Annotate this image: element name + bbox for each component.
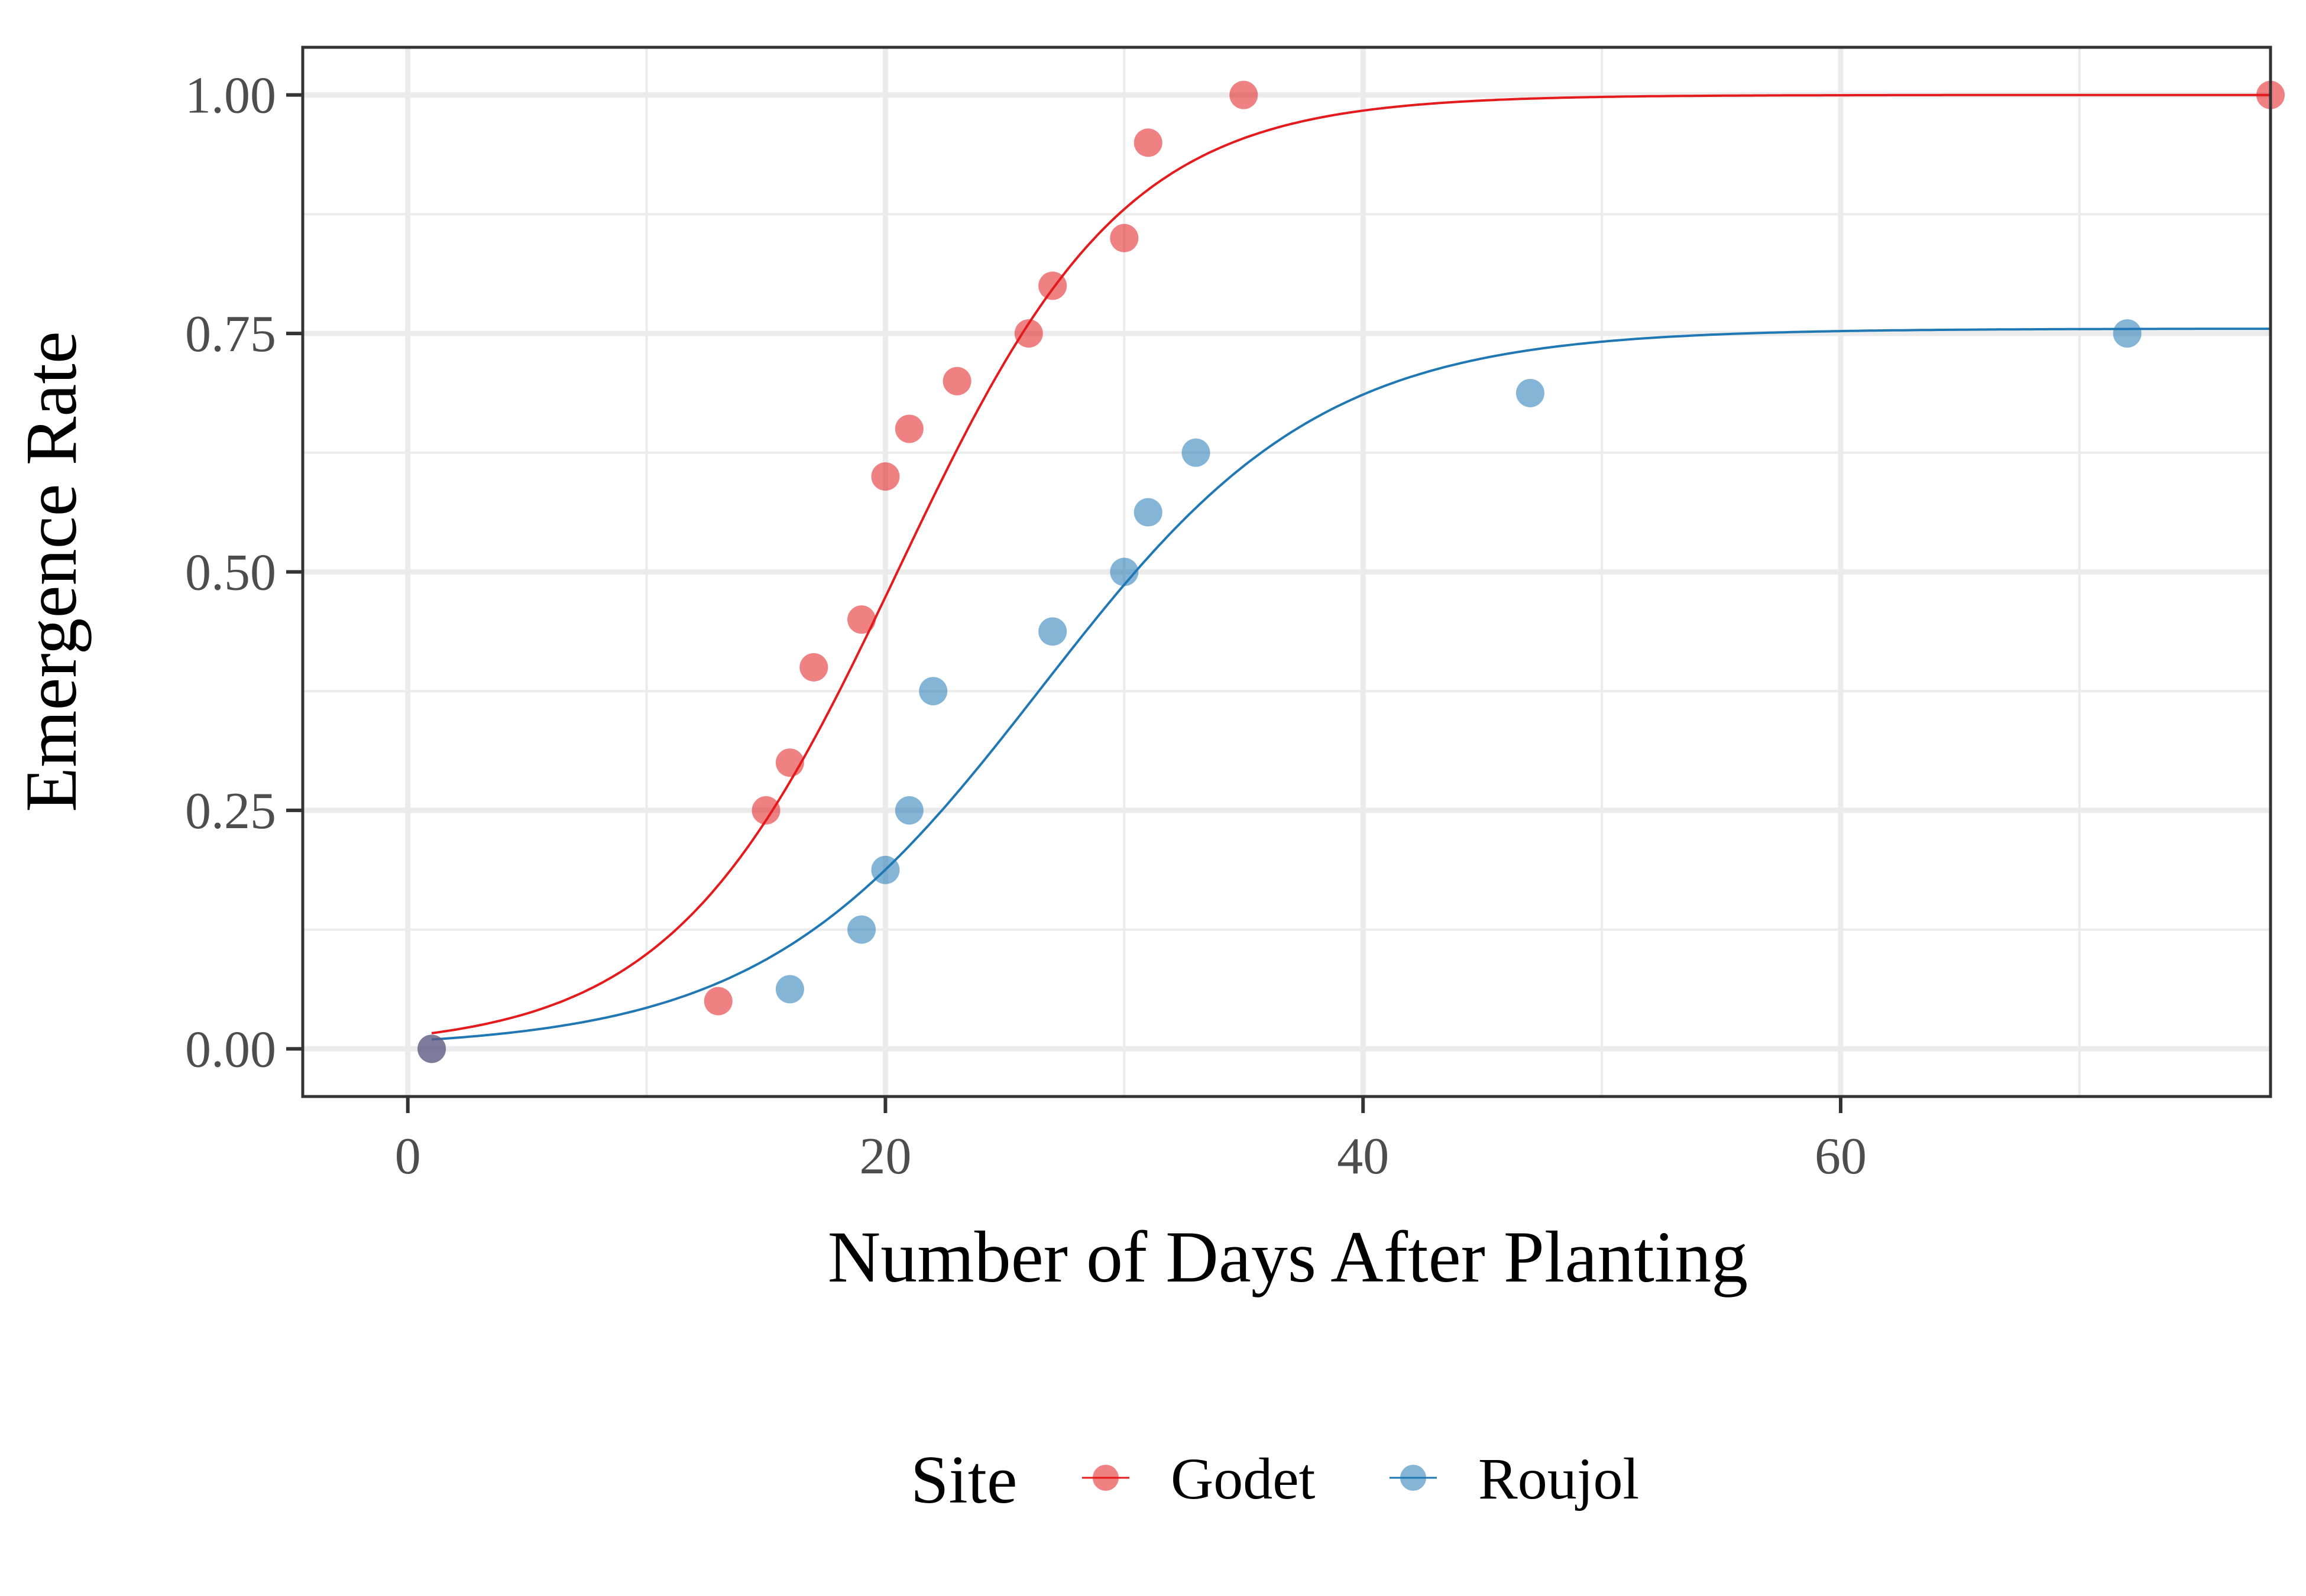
- data-point-roujol: [775, 975, 804, 1004]
- data-point-godet: [943, 366, 971, 395]
- legend: Site Godet Roujol: [911, 1442, 1639, 1518]
- data-point-godet: [775, 748, 804, 777]
- fit-curves: [431, 93, 2271, 1041]
- legend-key-godet: [1082, 1465, 1129, 1491]
- data-point-godet: [1110, 223, 1139, 252]
- data-point-roujol: [1110, 557, 1139, 586]
- y-tick-label: 0.50: [185, 544, 276, 602]
- data-point-godet: [1038, 271, 1067, 300]
- y-tick-label: 0.75: [185, 306, 276, 363]
- data-point-roujol: [1181, 438, 1210, 467]
- legend-key-roujol: [1390, 1465, 1437, 1491]
- data-point-godet: [871, 462, 900, 491]
- legend-label-godet: Godet: [1171, 1446, 1316, 1511]
- y-tick-label: 0.00: [185, 1021, 276, 1078]
- y-axis-title: Emergence Rate: [11, 331, 92, 812]
- data-point-godet: [895, 414, 924, 443]
- x-axis-title: Number of Days After Planting: [828, 1217, 1748, 1297]
- data-point-godet: [1133, 128, 1162, 157]
- legend-label-roujol: Roujol: [1478, 1446, 1639, 1511]
- y-tick-label: 0.25: [185, 783, 276, 840]
- x-tick-label: 40: [1337, 1128, 1389, 1185]
- data-point-roujol: [1038, 617, 1067, 646]
- data-point-godet: [704, 987, 733, 1016]
- x-tick-label: 0: [395, 1128, 421, 1185]
- data-point-roujol: [919, 677, 948, 706]
- data-point-roujol: [871, 855, 900, 884]
- fit-curve-godet: [431, 93, 2271, 1034]
- data-point-roujol: [1133, 498, 1162, 527]
- data-point-godet: [1014, 319, 1043, 348]
- fit-curve-roujol: [431, 327, 2271, 1041]
- x-tick-label: 20: [859, 1128, 911, 1185]
- data-point-godet: [752, 796, 780, 825]
- data-points: [417, 80, 2285, 1063]
- data-point-roujol: [2113, 319, 2142, 348]
- data-point-roujol: [1515, 378, 1544, 407]
- data-point-godet: [847, 605, 876, 634]
- data-point-roujol: [417, 1034, 446, 1063]
- x-tick-label: 60: [1815, 1128, 1867, 1185]
- axis-ticks: 0 20 40 60 0.00 0.25 0.50 0.75 1.00: [185, 67, 1867, 1185]
- y-tick-label: 1.00: [185, 67, 276, 125]
- data-point-roujol: [847, 915, 876, 944]
- data-point-godet: [799, 653, 828, 682]
- data-point-godet: [1229, 80, 1258, 109]
- legend-title: Site: [911, 1442, 1017, 1518]
- data-point-roujol: [895, 796, 924, 825]
